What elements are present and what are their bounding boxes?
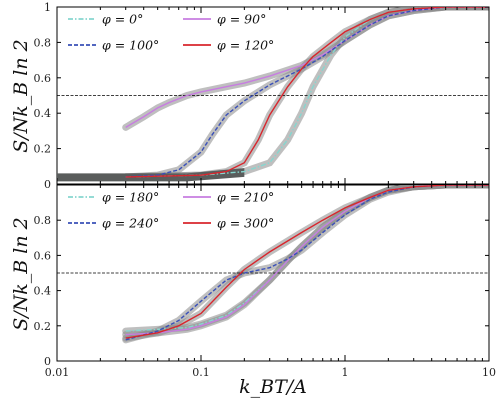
y-axis-title: S/Nk_B ln 2 — [10, 39, 32, 153]
y-tick-label: 1 — [44, 1, 51, 14]
legend-label: φ = 100° — [102, 38, 159, 53]
top-panel: 0 0.2 0.4 0.6 0.8 1 φ = 0° φ = 90° φ = 100° φ = 1… — [34, 1, 490, 191]
x-tick-label: 0.01 — [45, 366, 70, 379]
y-tick-label: 0.6 — [34, 72, 52, 85]
legend-label: φ = 180° — [102, 190, 159, 205]
y-tick-label: 0.2 — [34, 320, 52, 333]
bottom-panel: 0 0.2 0.4 0.6 0.8 0.01 0.1 1 10 φ = 180° φ = 210° φ… — [34, 184, 496, 379]
y-tick-label: 0 — [44, 355, 51, 368]
y-axis-title: S/Nk_B ln 2 — [10, 217, 32, 331]
series-band — [122, 7, 489, 181]
y-tick-label: 0 — [44, 178, 51, 191]
low-temperature-band — [57, 168, 245, 182]
legend-label: φ = 90° — [217, 12, 266, 27]
series-band — [122, 185, 489, 339]
legend-label: φ = 210° — [217, 190, 274, 205]
y-tick-label: 0.4 — [34, 285, 52, 298]
series-line — [125, 7, 489, 178]
series-line — [125, 7, 489, 178]
series-group — [57, 7, 489, 182]
x-tick-label: 1 — [342, 366, 349, 379]
x-axis-title: k_BT/A — [239, 376, 307, 398]
y-tick-label: 0.6 — [34, 249, 52, 262]
legend-label: φ = 300° — [217, 216, 274, 231]
y-tick-label: 0.8 — [34, 214, 52, 227]
axis-titles: S/Nk_B ln 2 S/Nk_B ln 2 k_BT/A — [10, 39, 307, 398]
x-tick-label: 0.1 — [192, 366, 210, 379]
legend-label: φ = 240° — [102, 216, 159, 231]
legend-label: φ = 120° — [217, 38, 274, 53]
series-line — [125, 185, 489, 336]
series-line — [125, 185, 489, 332]
legend-label: φ = 0° — [102, 12, 143, 27]
y-tick-label: 0.2 — [34, 143, 52, 156]
series-line — [125, 185, 489, 341]
series-group — [57, 185, 489, 344]
y-tick-label: 0.4 — [34, 107, 52, 120]
series-band — [122, 185, 489, 335]
x-tick-label: 10 — [482, 366, 496, 379]
y-tick-label: 0.8 — [34, 36, 52, 49]
series-line — [125, 185, 489, 339]
series-band — [122, 185, 489, 344]
